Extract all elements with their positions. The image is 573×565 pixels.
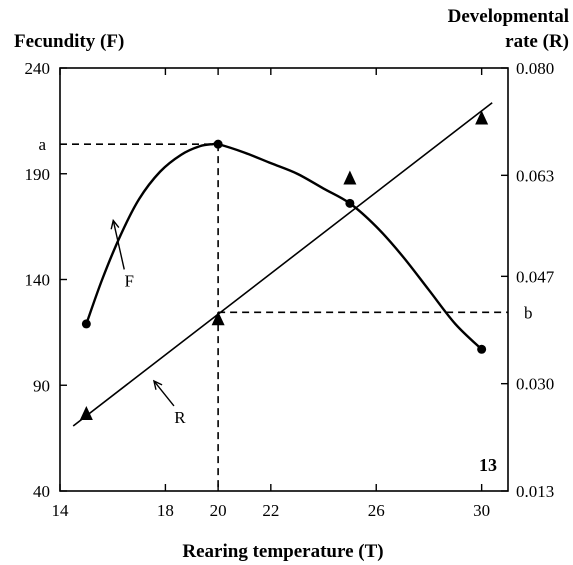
x-tick-label: 14 [52, 501, 70, 520]
arrow-to-f-curve [110, 218, 125, 270]
y-left-tick-label: 90 [33, 376, 50, 395]
fecundity-point [477, 344, 487, 354]
dashed-guides [60, 143, 508, 491]
development-rate-marker [211, 311, 225, 326]
series-layer [72, 102, 493, 427]
right-axis-title-line1: Developmental [448, 6, 569, 27]
fecundity-curve [85, 142, 483, 351]
y-right-tick-label: 0.030 [516, 375, 554, 394]
x-tick-label: 18 [157, 501, 174, 520]
arrow-to-f-curve-shaft [112, 220, 125, 270]
series-label-f: F [125, 271, 134, 290]
annotation-a: a [38, 135, 46, 154]
y-right-tick-label: 0.047 [516, 267, 555, 286]
y-right-tick-label: 0.080 [516, 59, 554, 78]
y-left-tick-label: 40 [33, 482, 50, 501]
arrow-to-r-line-head [152, 379, 163, 390]
development-rate-marker [79, 405, 93, 420]
x-tick-label: 26 [368, 501, 385, 520]
series-label-r: R [174, 408, 186, 427]
labels-layer: a b F R [38, 135, 532, 427]
axis-ticks: 14 18 20 22 26 30 240 190 140 90 40 0.080 0.063 0.047… [25, 59, 555, 520]
right-axis-title-line2: rate (R) [505, 31, 569, 52]
fecundity-point [213, 139, 223, 149]
arrow-to-r-line [152, 379, 175, 407]
y-left-tick-label: 140 [25, 271, 51, 290]
x-tick-label: 30 [473, 501, 490, 520]
x-axis-title: Rearing temperature (T) [182, 541, 383, 562]
y-right-tick-label: 0.013 [516, 482, 554, 501]
development-rate-marker [343, 170, 357, 185]
arrow-to-f-curve-head [110, 218, 120, 230]
fecundity-point [81, 319, 91, 329]
development-rate-marker [475, 110, 489, 125]
y-left-tick-label: 190 [25, 165, 51, 184]
y-right-tick-label: 0.063 [516, 166, 554, 185]
arrow-to-r-line-shaft [153, 380, 175, 407]
x-tick-label: 20 [210, 501, 227, 520]
x-tick-label: 22 [262, 501, 279, 520]
annotation-b: b [524, 303, 533, 322]
left-axis-title: Fecundity (F) [14, 31, 124, 52]
development-rate-line [72, 102, 493, 427]
fecundity-point [345, 198, 355, 208]
figure-number: 13 [479, 455, 497, 475]
y-left-tick-label: 240 [25, 59, 51, 78]
